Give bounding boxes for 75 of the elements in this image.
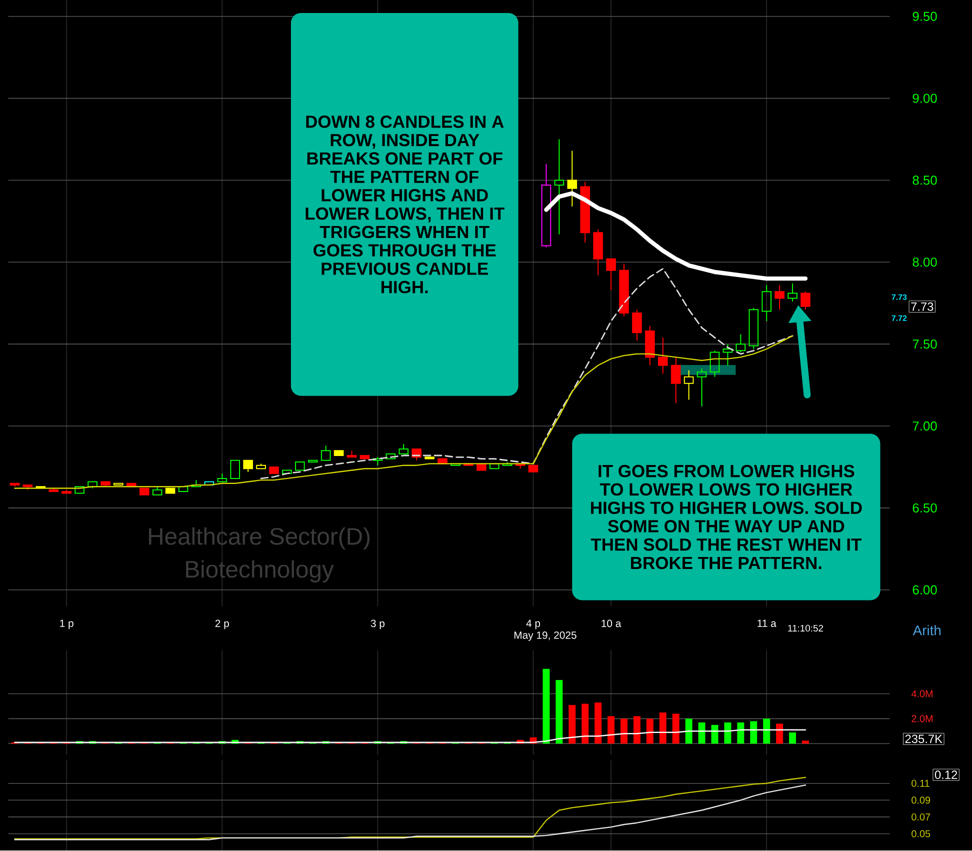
y-tick-label: 0.07 <box>912 814 930 821</box>
candlestick <box>191 480 202 488</box>
candlestick <box>606 258 616 291</box>
y-tick-label: 9.50 <box>912 12 937 22</box>
text: May 19, 2025 <box>514 632 576 642</box>
bar <box>582 704 589 744</box>
candlestick <box>736 334 746 353</box>
candlestick <box>774 284 784 310</box>
text: 235.7K <box>905 734 942 744</box>
bar <box>776 724 784 744</box>
bar <box>724 722 732 744</box>
y-tick-label: 0.09 <box>912 796 930 804</box>
candlestick <box>593 229 603 276</box>
candlestick <box>398 444 409 455</box>
text: Arith <box>912 625 941 636</box>
candlestick <box>320 445 331 462</box>
candlestick <box>762 284 772 322</box>
candlestick <box>710 350 720 378</box>
bar <box>594 702 602 744</box>
candlestick <box>722 344 733 366</box>
candlestick <box>346 450 357 458</box>
y-tick-label: 8.50 <box>912 176 937 186</box>
x-tick-label: 11 a <box>758 620 776 628</box>
candlestick <box>696 368 707 408</box>
y-tick-label: 7.50 <box>912 340 937 349</box>
bar <box>763 718 770 744</box>
x-tick-label: 10 a <box>602 620 622 628</box>
y-tick-label: 0.11 <box>912 780 930 788</box>
y-tick-label: 0.05 <box>912 830 930 838</box>
candlestick <box>632 309 642 342</box>
candlestick <box>788 283 798 302</box>
text: 0.12 <box>934 770 958 780</box>
text: 11:10:52 <box>788 625 824 632</box>
bar <box>620 718 628 744</box>
x-tick-label: 2 p <box>215 620 229 630</box>
candlestick <box>619 264 629 317</box>
bar <box>556 680 563 744</box>
candlestick <box>372 456 383 466</box>
bar <box>659 712 666 744</box>
candlestick <box>670 356 681 404</box>
x-tick-label: 3 p <box>370 620 384 630</box>
bar <box>646 718 654 744</box>
x-tick-label: 1 p <box>60 620 74 630</box>
y-tick-label: 9.00 <box>912 94 937 104</box>
bar <box>737 722 744 744</box>
bar <box>672 714 680 744</box>
candlestick <box>554 138 564 236</box>
bar <box>802 740 809 744</box>
bar <box>698 722 706 744</box>
annotation: Biotechnology <box>186 560 334 583</box>
bar <box>633 716 640 744</box>
candlestick <box>645 326 655 366</box>
bar <box>542 669 550 744</box>
y-tick-label: 8.00 <box>912 258 937 267</box>
candlestick <box>658 337 668 374</box>
y-tick-label: 6.00 <box>912 586 937 595</box>
candlestick <box>243 460 253 473</box>
bar <box>789 732 796 744</box>
y-tick-label: 6.50 <box>912 504 937 513</box>
annotation: Healthcare Sector(D) <box>149 528 370 550</box>
text: DOWN 8 CANDLES IN A ROW, INSIDE DAY BREAKS ONE PART OF THE PATTERN OF LOWER HIGHS AND LOWER LOWS, THEN IT TRIGGERS WHEN IT GOES THROUGH THE PREVIOUS CANDLE HIGH. <box>306 116 504 294</box>
bar <box>568 705 576 744</box>
annotation: IT GOES FROM LOWER HIGHS TO LOWER LOWS TO HIGHER HIGHS TO HIGHER LOWS. SOLD SOME ON THE WAY UP AND THEN SOLD THE REST WHEN IT BROKE THE PATTERN. <box>590 465 862 570</box>
x-tick-label: 4 p <box>526 620 540 630</box>
text: 7.73 <box>911 302 934 312</box>
y-tick-label: 7.00 <box>912 422 937 431</box>
bar <box>685 718 692 744</box>
candlestick <box>684 370 694 401</box>
candlestick <box>541 164 552 248</box>
bar <box>750 721 758 744</box>
candlestick <box>567 150 578 208</box>
bar <box>608 716 615 744</box>
y-tick-label: 2.0M <box>912 715 932 722</box>
candlestick <box>217 473 228 482</box>
y-tick-label: 4.0M <box>911 690 932 698</box>
